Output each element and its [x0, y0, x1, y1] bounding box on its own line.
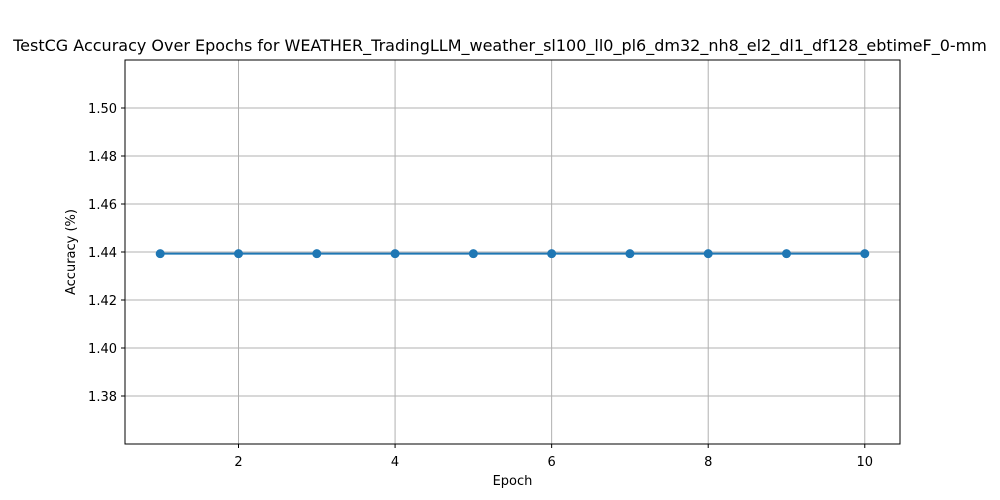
data-point-marker: [468, 249, 478, 259]
x-tick-label: 6: [548, 455, 556, 470]
data-point-marker: [234, 249, 244, 259]
data-point-marker: [390, 249, 400, 259]
x-tick-label: 4: [391, 455, 399, 470]
y-tick-label: 1.46: [88, 198, 117, 213]
chart-title: TestCG Accuracy Over Epochs for WEATHER_…: [12, 36, 987, 56]
x-tick-label: 8: [704, 455, 712, 470]
y-axis-ticks: 1.38 1.40 1.42 1.44 1.46 1.48 1.50: [88, 102, 125, 405]
x-tick-label: 10: [856, 455, 873, 470]
data-point-marker: [547, 249, 557, 259]
x-axis-label: Epoch: [493, 474, 533, 489]
data-point-marker: [155, 249, 165, 259]
y-tick-label: 1.40: [88, 342, 117, 357]
y-tick-label: 1.44: [88, 246, 117, 261]
data-point-marker: [781, 249, 791, 259]
data-point-marker: [312, 249, 322, 259]
data-point-marker: [703, 249, 713, 259]
y-tick-label: 1.48: [88, 150, 117, 165]
x-axis-ticks: 2 4 6 8 10: [234, 444, 873, 470]
data-point-marker: [860, 249, 870, 259]
y-tick-label: 1.42: [88, 294, 117, 309]
data-point-marker: [625, 249, 635, 259]
series-layer: [155, 249, 870, 259]
y-tick-label: 1.50: [88, 102, 117, 117]
y-tick-label: 1.38: [88, 390, 117, 405]
y-axis-label: Accuracy (%): [64, 209, 79, 295]
x-tick-label: 2: [234, 455, 242, 470]
